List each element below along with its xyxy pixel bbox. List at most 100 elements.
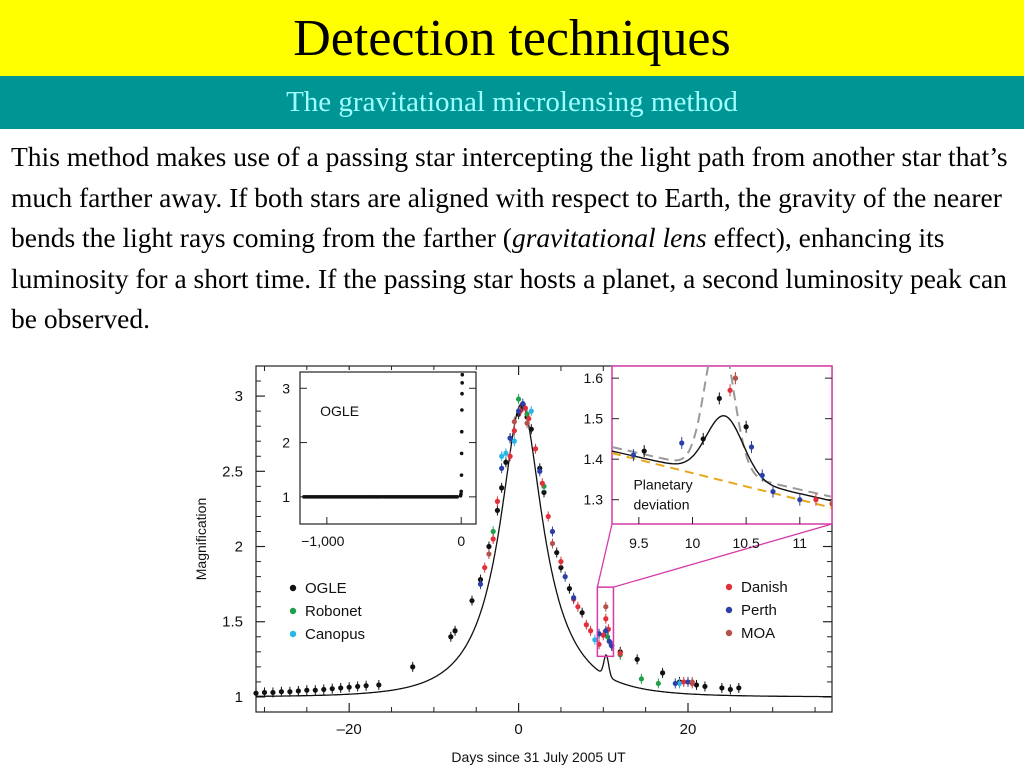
single-lens-baseline (612, 452, 832, 509)
inset-data-point (727, 387, 733, 393)
data-point (486, 551, 492, 557)
inset-data-point (641, 448, 647, 454)
inset-ogle-frame (299, 371, 477, 525)
data-point (676, 680, 683, 687)
data-point (494, 507, 501, 514)
body-text-2: effect), enhancing its luminosity for a … (11, 222, 1007, 334)
data-point (583, 622, 589, 628)
inset-data-point (770, 488, 776, 495)
legend-label-danish: Danish (741, 579, 788, 596)
inset-data-point (813, 497, 819, 503)
data-point (507, 453, 513, 459)
deviation-highlight-box (596, 586, 615, 658)
data-point (469, 598, 475, 604)
legend-marker-canopus (289, 630, 297, 638)
main-plot-frame (255, 365, 833, 713)
data-point (600, 632, 606, 638)
y-tick-label: 1.5 (222, 614, 243, 631)
inset-data-point (630, 452, 637, 458)
inset-connector-line (596, 523, 613, 588)
data-point (638, 676, 645, 682)
data-point (515, 396, 522, 402)
data-point (541, 489, 547, 495)
data-point (549, 528, 556, 535)
data-point (575, 604, 581, 610)
data-point (312, 687, 318, 693)
data-point (537, 468, 543, 474)
data-point (507, 435, 513, 441)
inset-data-point (748, 444, 755, 450)
data-point (346, 684, 352, 690)
legend-marker-danish (725, 583, 733, 591)
data-point (603, 604, 609, 610)
alt-model-curve (612, 366, 832, 498)
data-point (261, 689, 268, 696)
legend-marker-robonet (289, 607, 297, 615)
data-point (494, 498, 501, 504)
inset-data-point (759, 472, 765, 478)
data-point (528, 408, 534, 414)
y-tick-label: 2.5 (222, 463, 243, 480)
data-point (617, 650, 623, 656)
annotation-line: Planetary (633, 477, 692, 493)
data-point (511, 419, 517, 425)
inset-ogle-point (459, 492, 463, 496)
data-point (558, 564, 564, 571)
body-text-emphasis: gravitational lens (511, 222, 707, 253)
data-point (338, 685, 344, 691)
inset-planet-x-tick-label: 10 (685, 535, 701, 551)
subtitle-bar: The gravitational microlensing method (0, 76, 1024, 129)
data-point (634, 656, 640, 662)
inset-ogle-point (460, 381, 464, 385)
data-point (363, 683, 369, 689)
inset-planet-x-tick-label: 11 (793, 535, 808, 551)
inset-ogle-point (459, 473, 464, 477)
legend-label-ogle: OGLE (305, 580, 347, 597)
data-point (566, 586, 573, 592)
legend-label-moa: MOA (741, 625, 775, 642)
planetary-deviation-annotation: Planetary deviation (633, 477, 692, 513)
model-curve (256, 403, 832, 698)
legend-label-perth: Perth (741, 602, 777, 619)
data-point (503, 450, 509, 456)
planet-model-curve (612, 414, 832, 502)
series-perth (477, 398, 691, 689)
data-point (562, 574, 568, 580)
data-point (681, 679, 687, 685)
inset-ogle-point (460, 391, 464, 396)
inset-connector-line (613, 523, 833, 588)
data-point (522, 405, 528, 411)
data-point (554, 549, 560, 556)
body-paragraph: This method makes use of a passing star … (11, 137, 1023, 340)
inset-data-point (743, 424, 749, 430)
y-tick-label: 3 (235, 388, 243, 405)
x-tick-label: 0 (514, 721, 522, 738)
inset-ogle-point (460, 372, 465, 377)
data-point (448, 634, 454, 640)
inset-ogle-y-tick-label: 1 (282, 489, 290, 505)
legend-label-robonet: Robonet (305, 603, 363, 620)
inset-ogle-x-tick-label: 0 (457, 533, 465, 549)
data-point (558, 558, 564, 565)
title-bar: Detection techniques (0, 0, 1024, 76)
data-point (571, 595, 577, 601)
data-point (693, 682, 700, 688)
inset-ogle-point (459, 429, 464, 434)
data-point (603, 628, 609, 634)
y-tick-label: 2 (235, 539, 243, 556)
inset-planet-x-tick-label: 10.5 (733, 535, 760, 551)
data-point (719, 685, 725, 691)
data-point (278, 689, 285, 695)
data-point (520, 401, 526, 407)
data-point (329, 686, 335, 692)
inset-data-point (700, 436, 706, 442)
data-point (304, 687, 310, 693)
data-point (736, 685, 742, 691)
inset-data-point (829, 501, 832, 507)
inset-data-point (732, 375, 739, 381)
data-point (532, 446, 539, 452)
inset-data-point (797, 497, 803, 503)
data-point (499, 485, 505, 491)
data-point (490, 528, 496, 535)
inset-data-point (716, 395, 722, 402)
